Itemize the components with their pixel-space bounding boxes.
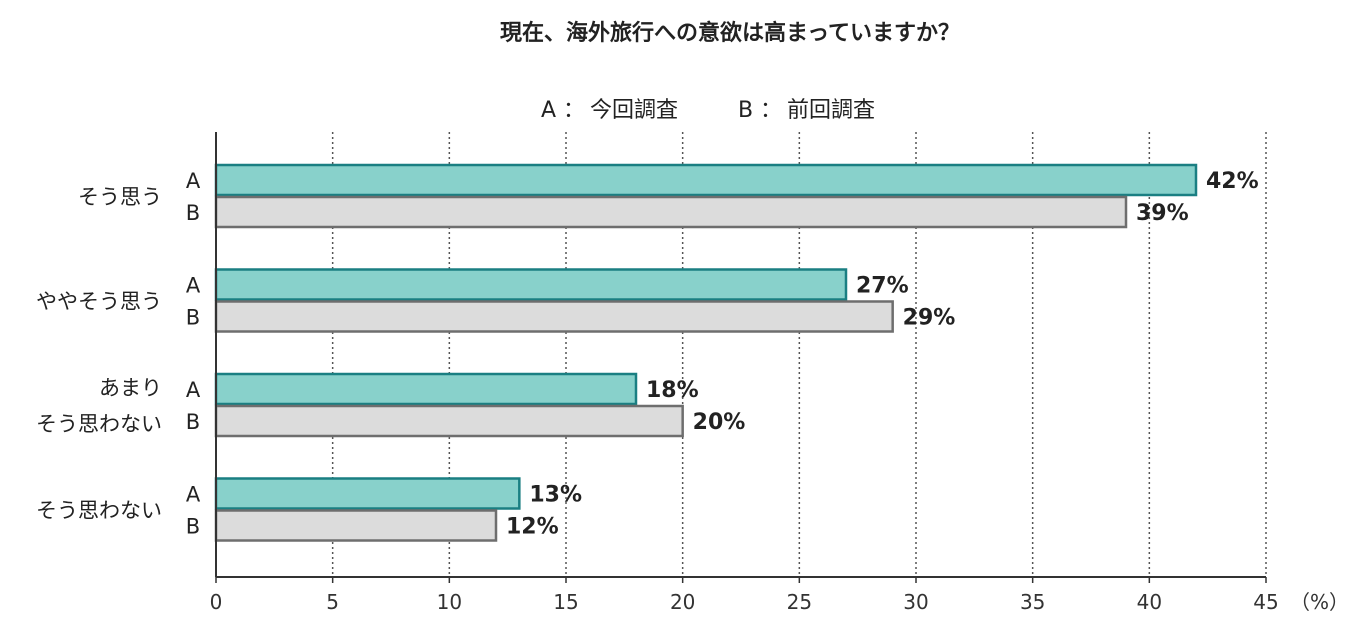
x-tick-label: 25 (787, 590, 812, 614)
value-label: 12% (506, 515, 559, 540)
legend-text-b: 前回調査 (787, 98, 875, 123)
x-tick-label: 10 (437, 590, 462, 614)
value-label: 42% (1206, 169, 1259, 194)
legend-sep-b: ： (760, 98, 782, 123)
legend: A ： 今回調査 B ： 前回調査 (541, 98, 875, 123)
value-label: 29% (903, 306, 956, 331)
bar-a (214, 163, 1198, 197)
bar-a (214, 372, 638, 406)
legend-key-a: A (541, 98, 556, 123)
x-tick-label: 40 (1137, 590, 1162, 614)
bar-a (214, 477, 521, 510)
category-label: そう思わない (36, 499, 162, 523)
category-label: あまり (99, 376, 162, 400)
bar-b (214, 300, 894, 333)
bar-b (214, 404, 684, 438)
x-tick-label: 5 (326, 590, 339, 614)
value-label: 20% (693, 410, 746, 435)
legend-text-a: 今回調査 (590, 98, 678, 123)
series-key-label: A (186, 378, 201, 402)
value-label: 39% (1136, 201, 1189, 226)
value-label: 13% (529, 483, 582, 508)
value-label: 18% (646, 378, 699, 403)
series-key-label: A (186, 274, 201, 298)
series-key-label: A (186, 483, 201, 507)
legend-sep-a: ： (563, 98, 585, 123)
series-key-label: A (186, 169, 201, 193)
legend-key-b: B (738, 98, 753, 123)
series-key-label: B (186, 201, 200, 225)
value-label: 27% (856, 274, 909, 299)
bar-b (214, 195, 1128, 229)
x-tick-label: 20 (670, 590, 695, 614)
x-tick-label: 30 (903, 590, 928, 614)
chart-title: 現在、海外旅行への意欲は高まっていますか？ (500, 20, 960, 46)
x-axis: 0 5 10 15 20 25 30 35 40 45 （%） (210, 132, 1349, 614)
series-key-label: B (186, 515, 200, 539)
category-label: ややそう思う (36, 290, 162, 314)
series-key-label: B (186, 306, 200, 330)
series-key-label: B (186, 410, 200, 434)
bar-b (214, 509, 498, 542)
x-tick-label: 0 (210, 590, 223, 614)
x-tick-label: 45 (1253, 590, 1278, 614)
category-label: そう思う (78, 185, 162, 209)
x-unit-label: （%） (1290, 590, 1349, 614)
bars: 42% 39% 27% 29% 18% 20% 13% 12% (214, 163, 1259, 542)
x-tick-label: 15 (553, 590, 578, 614)
bar-a (214, 268, 848, 301)
x-tick-label: 35 (1020, 590, 1045, 614)
category-label: そう思わない (36, 412, 162, 436)
